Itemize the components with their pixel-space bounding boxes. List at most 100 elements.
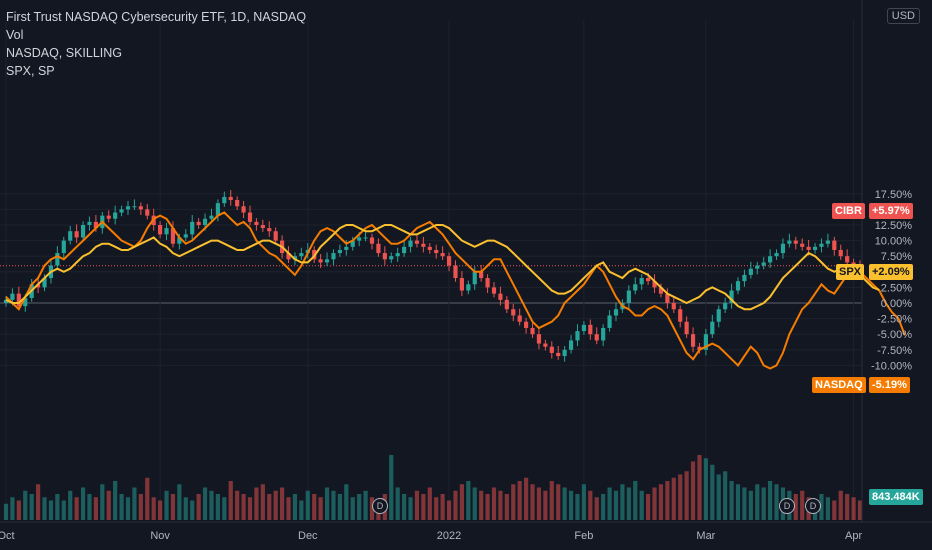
volume-bar: [517, 481, 522, 520]
volume-bar: [459, 484, 464, 520]
candle-body: [228, 196, 233, 201]
volume-bar: [427, 487, 432, 520]
candle-body: [511, 309, 516, 316]
candle-body: [787, 240, 792, 244]
candle-body: [395, 253, 400, 257]
y-tick-label: 7.50%: [881, 251, 912, 263]
candle-body: [292, 256, 298, 260]
volume-bar: [177, 484, 182, 520]
volume-bar: [793, 494, 798, 520]
candle-body: [768, 256, 773, 263]
volume-bar: [113, 481, 118, 520]
candle-body: [3, 299, 9, 303]
legend-nasdaq[interactable]: NASDAQ, SKILLING: [6, 46, 123, 60]
volume-bar: [723, 471, 728, 520]
candle-body: [382, 253, 387, 260]
candle-body: [556, 352, 561, 357]
candle-body: [434, 249, 439, 254]
volume-bar: [440, 494, 445, 520]
y-tick-label: 2.50%: [881, 282, 912, 294]
volume-bar: [183, 497, 188, 520]
candle-body: [703, 334, 708, 350]
candle-body: [601, 327, 606, 341]
volume-bar: [209, 490, 214, 520]
candle-body: [113, 212, 118, 219]
candle-body: [138, 206, 143, 210]
volume-bar: [800, 490, 805, 520]
x-tick-label: 2022: [437, 530, 461, 542]
legend-spx[interactable]: SPX, SP: [6, 64, 55, 78]
volume-bar: [305, 490, 310, 520]
volume-bar: [690, 461, 696, 520]
volume-bar: [678, 474, 683, 520]
volume-bar: [646, 494, 651, 520]
candle-body: [710, 321, 715, 335]
volume-bar: [466, 481, 471, 520]
candle-body: [466, 284, 471, 291]
volume-bar: [504, 494, 509, 520]
volume-bar: [421, 494, 426, 520]
volume-bar: [658, 484, 664, 520]
currency-badge[interactable]: USD: [886, 8, 920, 24]
volume-bar: [324, 487, 330, 520]
volume-bar: [408, 497, 413, 520]
volume-bar: [575, 494, 580, 520]
cibr-name-tag: CIBR: [832, 203, 865, 219]
volume-bar: [106, 490, 111, 520]
volume-bar: [215, 494, 220, 520]
volume-bar: [633, 481, 638, 520]
volume-bar: [280, 487, 285, 520]
volume-bar: [434, 497, 439, 520]
candle-body: [748, 268, 753, 275]
candlesticks: [3, 190, 863, 362]
legend-title[interactable]: First Trust NASDAQ Cybersecurity ETF, 1D…: [6, 10, 307, 24]
candle-body: [607, 315, 612, 328]
candle-body: [652, 281, 657, 288]
x-axis: Oct Nov Dec 2022 Feb Mar Apr: [0, 521, 932, 542]
candle-body: [235, 200, 240, 207]
candle-body: [697, 346, 702, 350]
spx-line: [5, 224, 880, 311]
volume-bar: [556, 484, 561, 520]
candle-body: [524, 321, 529, 328]
candle-body: [819, 243, 824, 247]
candle-body: [800, 243, 805, 247]
candle-body: [562, 349, 567, 357]
candle-body: [806, 246, 811, 250]
volume-bar: [132, 487, 137, 520]
legend-vol[interactable]: Vol: [6, 28, 24, 42]
volume-bar: [549, 481, 554, 520]
volume-bar: [832, 500, 837, 520]
volume-bar: [511, 484, 516, 520]
candle-body: [536, 334, 542, 344]
candle-body: [93, 221, 98, 229]
volume-bar: [729, 481, 734, 520]
candle-body: [389, 256, 394, 260]
dividend-event-icon[interactable]: D: [805, 498, 821, 514]
dividend-event-icon[interactable]: D: [779, 498, 795, 514]
y-tick-label: -5.00%: [877, 329, 912, 341]
volume-bar: [768, 481, 773, 520]
candle-body: [363, 237, 368, 239]
candle-body: [421, 243, 426, 247]
volume-bar: [536, 487, 542, 520]
cibr-value-tag: +5.97%: [869, 203, 913, 219]
volume-bar: [774, 484, 779, 520]
candle-body: [209, 215, 214, 219]
candle-body: [158, 225, 163, 235]
candle-body: [376, 243, 381, 254]
volume-bar: [838, 490, 843, 520]
candle-body: [793, 240, 798, 244]
volume-bar: [671, 477, 676, 520]
candle-body: [633, 284, 638, 291]
candle-body: [222, 196, 227, 204]
volume-bar: [703, 458, 708, 520]
volume-bar: [684, 471, 689, 520]
volume-bar: [138, 494, 143, 520]
candle-body: [177, 237, 182, 244]
volume-bar: [87, 494, 92, 520]
dividend-event-icon[interactable]: D: [372, 498, 388, 514]
candle-body: [742, 274, 747, 282]
x-tick-label: Feb: [574, 530, 593, 542]
